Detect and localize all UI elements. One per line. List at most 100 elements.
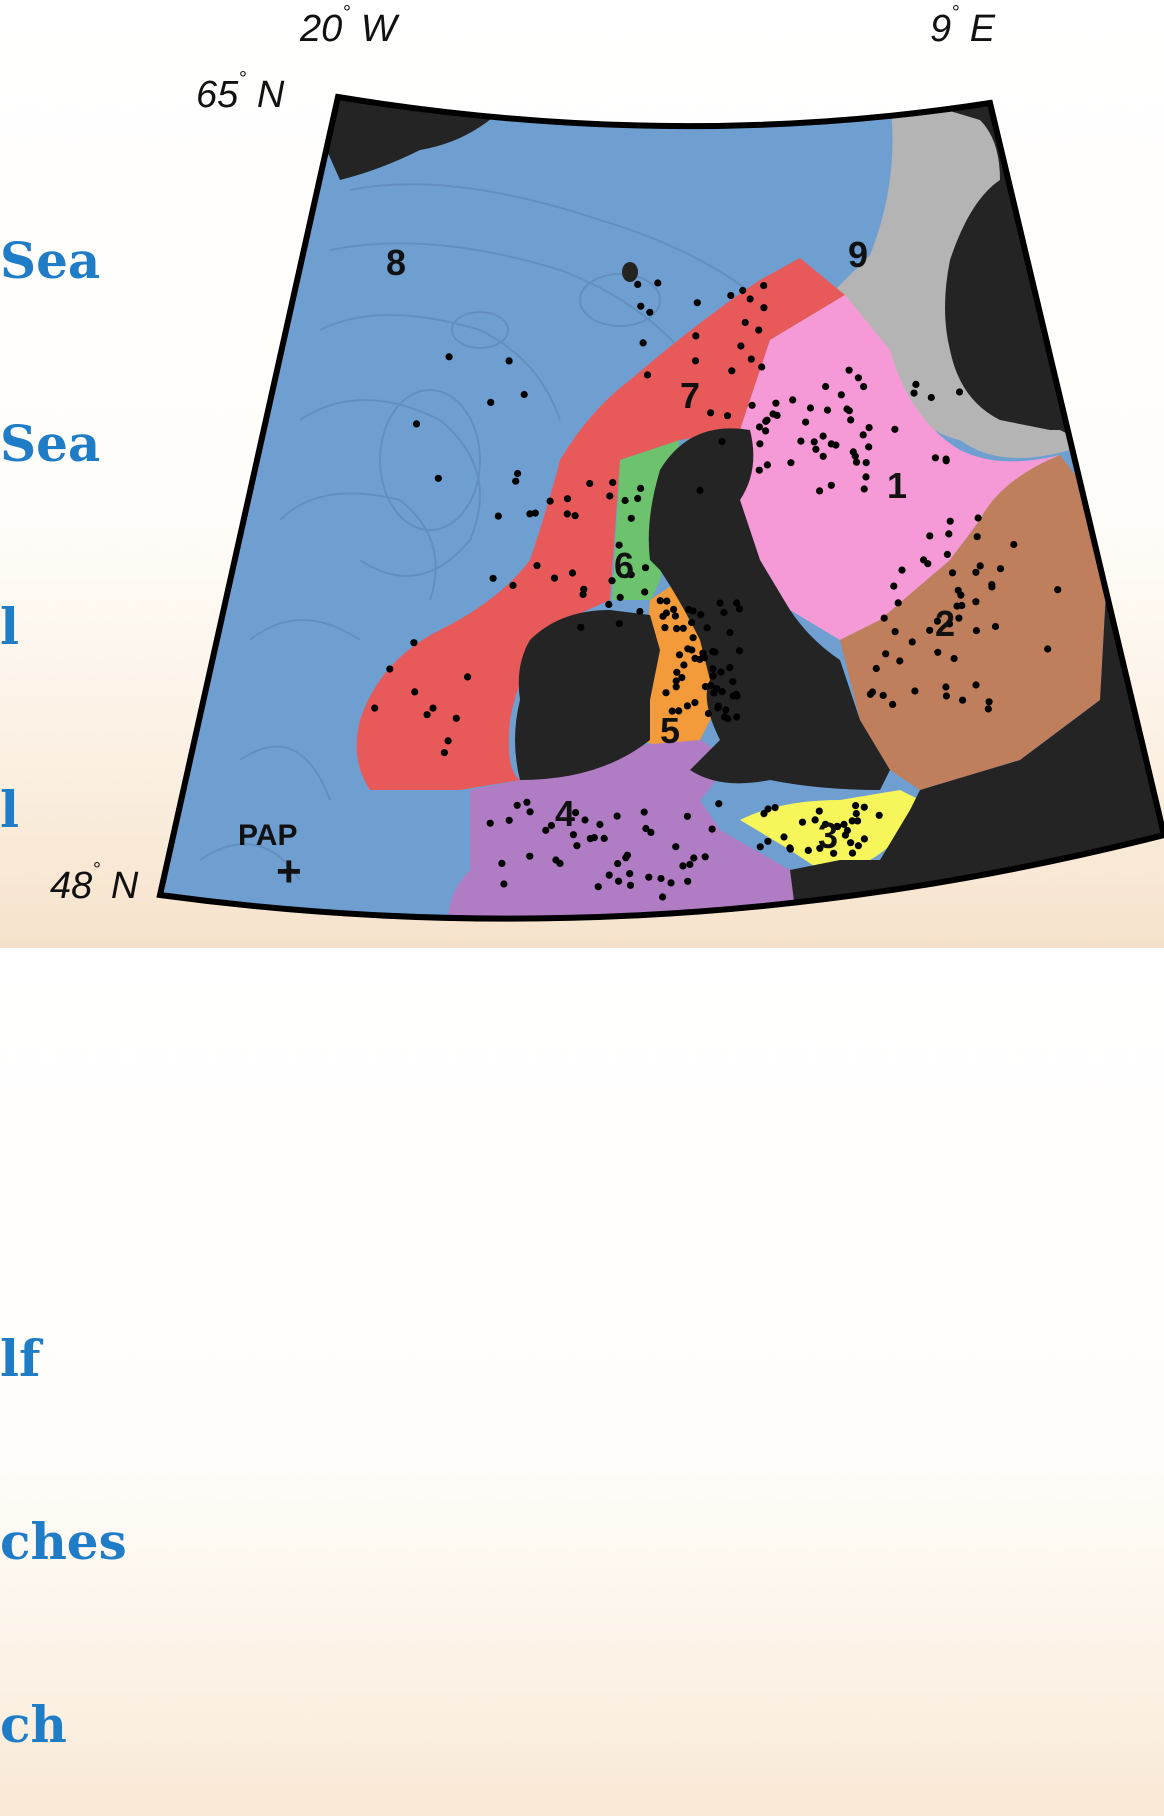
sample-dot [634,494,642,503]
sample-dot [671,612,680,620]
sample-dot [550,574,559,582]
sample-dot [945,530,953,538]
sample-dot [1010,540,1018,549]
sample-dot [862,459,870,467]
sample-dot [689,634,697,642]
sample-dot [713,685,721,693]
sample-dot [724,715,732,723]
sample-dot [845,366,853,374]
sample-dot [533,562,541,570]
sample-dot [865,443,873,451]
sample-dot [410,639,418,647]
sample-dot [898,566,906,574]
great-britain-land [648,428,890,790]
sample-dot [816,487,824,495]
legend-item-2: Sea [0,414,101,473]
sample-dot [613,812,621,820]
legend-item-3: l [0,597,19,656]
sample-dot [717,668,725,676]
sample-dot [862,473,870,481]
sample-dot [715,800,723,808]
sample-dot [627,571,635,579]
sample-dot [872,664,880,673]
sample-dot [955,614,963,622]
sample-dot [626,870,634,878]
sample-dot [691,357,700,365]
sample-dot [974,514,982,522]
region-label-5: 5 [660,710,680,751]
sample-dot [571,512,579,520]
sample-dot [486,819,494,827]
sample-dot [616,593,624,602]
sample-dot [723,412,732,420]
sample-dot [845,407,853,415]
sample-dot [718,688,726,696]
sample-dot [654,279,662,287]
sample-dot [440,749,448,757]
sample-dot [609,478,617,487]
sample-dot [672,677,680,685]
sample-dot [708,825,716,833]
sample-dot [771,804,779,812]
legend-item-1: Sea [0,231,101,290]
sample-dot [637,484,645,492]
sample-dot [423,711,431,719]
sample-dot [579,590,587,599]
sample-dot [890,582,898,590]
sample-dot [879,691,887,700]
sample-dot [514,469,522,478]
sample-dot [605,871,613,879]
sample-dot [920,556,928,564]
sample-dot [948,569,957,577]
sample-dot [487,398,495,406]
sample-dot [547,821,556,830]
sample-dot [984,705,992,713]
sample-dot [643,371,652,379]
sample-dot [840,820,848,829]
sample-dot [972,568,980,576]
sample-dot [927,393,935,402]
sample-dot [605,600,613,609]
sample-dot [802,418,810,426]
sample-dot [755,423,764,431]
sample-dot [769,410,777,418]
sample-dot [663,597,671,605]
sample-dot [505,357,513,365]
sample-dot [756,843,764,851]
sample-dot [822,382,830,391]
sample-dot [812,445,820,453]
sample-dot [586,479,594,488]
sample-dot [679,862,687,870]
sample-dot [673,625,681,633]
sample-dot [606,492,614,500]
sample-dot [680,661,688,669]
sample-dot [662,689,670,697]
sample-dot [797,437,805,445]
sample-dot [748,401,756,409]
sample-dot [500,880,508,888]
sample-dot [760,282,768,290]
sample-dot [819,432,827,440]
region-map: 1 2 3 4 5 6 7 8 9 PAP + [156,93,1164,922]
sample-dot [464,673,472,681]
sample-dot [434,474,442,482]
sample-dot [526,852,534,860]
pap-station-label: PAP [238,819,297,852]
sample-dot [637,302,645,310]
sample-dot [910,389,918,397]
sample-dot [972,598,980,606]
sample-dot [563,495,572,503]
legend-item-6 [0,1145,127,1206]
sample-dot [668,707,676,715]
sample-dot [640,808,648,816]
sample-dot [911,687,919,695]
sample-dot [854,374,863,382]
sample-dot [641,564,650,572]
sample-dot [860,485,868,493]
sample-dot [789,396,797,404]
sample-dot [848,817,856,825]
sample-dot [692,332,700,340]
sample-dot [615,541,623,549]
sample-dot [727,291,735,300]
sample-dot [707,681,715,690]
